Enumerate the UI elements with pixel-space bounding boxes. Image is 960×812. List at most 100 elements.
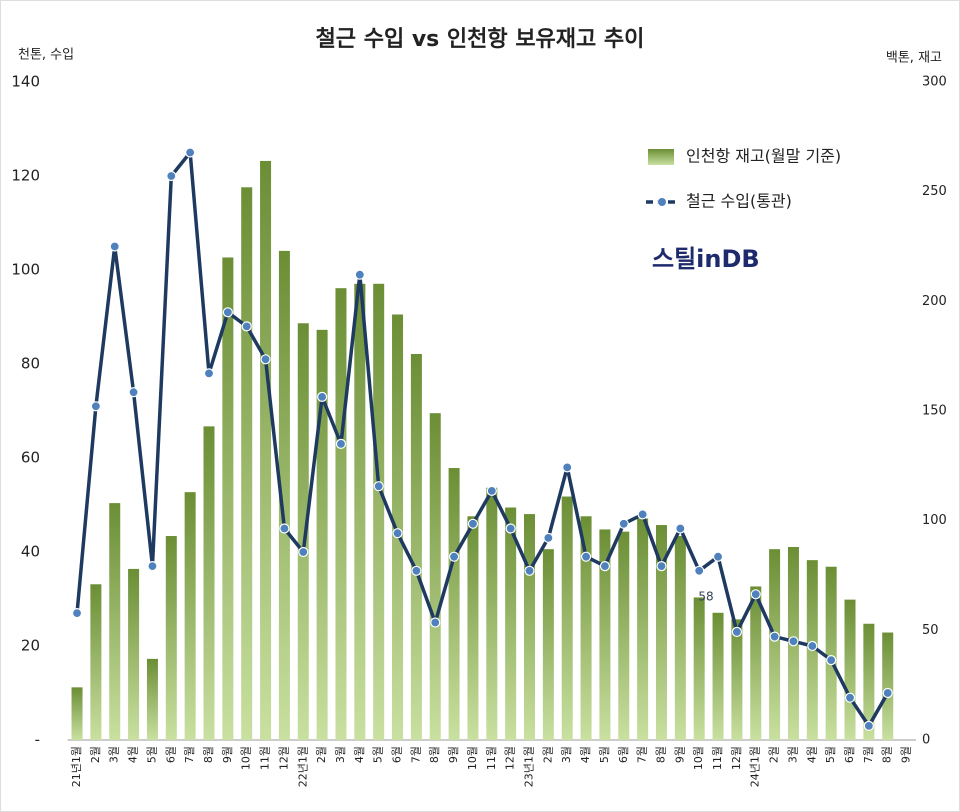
marker [599,560,611,572]
x-tick-label: 4월 [579,746,592,763]
x-tick-label: 7월 [862,746,875,763]
line [75,150,890,728]
marker [844,692,856,703]
bar [618,531,630,740]
bar [637,518,649,740]
y-tick-label: 40 [21,543,40,561]
y-tick-label: 60 [21,449,40,467]
y2-tick-label: 200 [922,294,947,309]
x-tick-label: 4월 [127,746,140,763]
x-tick-label: 8월 [654,746,667,763]
y-axis-label: 천톤, 수입 [18,48,74,63]
data-label: 58 [698,589,713,603]
x-tick-label: 8월 [428,746,441,763]
marker [203,368,215,379]
x-tick-label: 5월 [145,746,158,763]
x-tick-label: 11월 [485,746,498,770]
x-tick-label: 9월 [900,746,913,763]
x-tick-label: 9월 [673,746,686,763]
marker [354,269,365,280]
bar [580,516,592,740]
y2-tick-label: 150 [922,404,947,419]
x-tick-label: 11월 [259,746,272,770]
y2-tick-label: 0 [922,733,930,748]
marker [430,617,441,628]
marker [185,147,196,158]
marker [166,170,177,182]
x-tick-label: 24년1월 [749,746,762,787]
marker [675,523,686,534]
x-tick-label: 4월 [353,746,366,763]
marker [90,401,101,412]
x-tick-label: 3월 [334,746,347,763]
chart-title: 철근 수입 vs 인천항 보유재고 추이 [316,27,645,52]
marker [882,687,893,699]
legend-label: 철근 수입(통관) [686,192,792,211]
marker [580,551,592,562]
marker [411,565,422,576]
marker [807,640,818,652]
logo: 스틸inDB [652,245,760,273]
x-tick-label: 5월 [372,746,385,763]
bar [882,632,894,740]
x-tick-label: 7월 [409,746,422,763]
bar [655,525,667,740]
x-tick-label: 2월 [768,746,781,763]
x-tick-label: 2월 [89,746,102,763]
bar [561,496,573,740]
marker [694,565,705,576]
marker [71,607,83,619]
bar [825,566,837,740]
marker [524,565,535,576]
marker [731,626,742,638]
x-tick-label: 9월 [221,746,234,763]
bar [486,487,498,740]
bar [184,492,196,740]
y-tick-label: - [35,731,40,749]
y-tick-label: 120 [11,167,40,185]
bar [373,283,385,740]
bar [354,283,366,740]
bar [146,658,158,740]
x-tick-label: 8월 [881,746,894,763]
y2-tick-label: 100 [922,513,947,528]
marker [128,387,139,398]
marker [448,551,460,562]
x-tick-label: 5월 [598,746,611,763]
marker [826,654,837,666]
bar [241,187,253,740]
marker [788,636,799,647]
marker [335,438,347,449]
x-tick-label: 22년1월 [296,746,309,787]
marker [392,528,403,539]
y2-tick-label: 250 [922,184,947,199]
legend-label: 인천항 재고(월말 기준) [686,147,841,166]
bar [278,250,290,741]
marker [505,523,516,534]
marker [298,546,309,558]
legend-marker [657,197,667,207]
marker [712,551,724,562]
marker [637,509,648,520]
bar [712,612,724,740]
bar [863,623,875,740]
bar [524,514,536,740]
marker [562,462,573,473]
bar [844,599,856,740]
bar [542,549,554,740]
x-tick-label: 6월 [391,746,404,763]
marker [618,518,629,529]
x-tick-label: 2월 [315,746,328,763]
y-tick-label: 140 [11,73,40,91]
x-tick-label: 11월 [711,746,724,770]
x-tick-label: 8월 [202,746,215,763]
bar [260,160,272,740]
bar [505,507,517,740]
bar [297,323,309,740]
bar [71,687,83,740]
bar [674,536,686,740]
x-tick-label: 3월 [108,746,121,763]
bar [467,516,479,740]
x-tick-label: 21년1월 [70,746,83,787]
